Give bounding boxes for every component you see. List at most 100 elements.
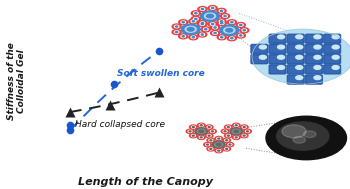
Circle shape	[293, 136, 306, 143]
Circle shape	[189, 134, 197, 138]
Circle shape	[278, 66, 285, 69]
Circle shape	[209, 148, 213, 150]
Circle shape	[235, 125, 237, 126]
Circle shape	[201, 11, 219, 21]
Circle shape	[200, 8, 205, 10]
Circle shape	[189, 19, 198, 24]
Circle shape	[205, 125, 213, 129]
Circle shape	[220, 23, 223, 24]
Circle shape	[219, 36, 224, 39]
Circle shape	[199, 124, 203, 126]
Circle shape	[189, 35, 198, 40]
Circle shape	[332, 45, 339, 49]
Circle shape	[198, 7, 207, 12]
Circle shape	[220, 14, 230, 19]
Circle shape	[220, 10, 223, 12]
FancyBboxPatch shape	[306, 44, 322, 53]
Circle shape	[175, 31, 178, 33]
Circle shape	[240, 134, 248, 138]
Circle shape	[314, 35, 321, 39]
Circle shape	[246, 130, 250, 132]
FancyBboxPatch shape	[306, 65, 322, 74]
Circle shape	[296, 55, 303, 59]
Text: Soft swollen core: Soft swollen core	[117, 69, 205, 78]
Text: Stiffness of the
Colloidal Gel: Stiffness of the Colloidal Gel	[7, 42, 27, 120]
Circle shape	[278, 45, 285, 49]
Circle shape	[195, 18, 197, 19]
Circle shape	[218, 150, 220, 151]
Circle shape	[278, 55, 285, 59]
Circle shape	[214, 32, 216, 34]
Circle shape	[218, 138, 220, 139]
FancyBboxPatch shape	[324, 34, 341, 43]
Circle shape	[238, 34, 243, 37]
Circle shape	[234, 130, 238, 132]
Circle shape	[259, 55, 266, 59]
Circle shape	[212, 141, 225, 148]
Circle shape	[217, 19, 226, 24]
Circle shape	[188, 130, 192, 132]
Circle shape	[224, 15, 226, 17]
Circle shape	[234, 124, 238, 126]
Circle shape	[199, 136, 203, 138]
Circle shape	[231, 22, 233, 23]
Circle shape	[228, 135, 229, 136]
Circle shape	[332, 55, 339, 59]
Circle shape	[242, 126, 246, 128]
Circle shape	[198, 22, 207, 26]
Circle shape	[195, 13, 197, 14]
Circle shape	[210, 130, 214, 132]
Text: Hard collapsed core: Hard collapsed core	[75, 120, 165, 129]
Circle shape	[259, 45, 266, 49]
Circle shape	[209, 129, 216, 133]
FancyBboxPatch shape	[306, 75, 322, 84]
Circle shape	[207, 138, 215, 142]
Circle shape	[225, 139, 229, 141]
Circle shape	[210, 7, 215, 9]
Circle shape	[182, 22, 184, 23]
Circle shape	[211, 31, 220, 36]
Circle shape	[208, 22, 217, 26]
Circle shape	[231, 38, 233, 39]
FancyBboxPatch shape	[287, 75, 304, 84]
Circle shape	[191, 11, 201, 16]
Circle shape	[205, 134, 213, 138]
Circle shape	[221, 129, 229, 133]
Circle shape	[227, 36, 236, 41]
Circle shape	[276, 122, 329, 150]
FancyBboxPatch shape	[324, 55, 341, 64]
Circle shape	[204, 143, 211, 147]
Circle shape	[228, 144, 232, 146]
Circle shape	[194, 12, 198, 15]
FancyBboxPatch shape	[269, 65, 286, 74]
Circle shape	[211, 25, 220, 30]
Circle shape	[200, 23, 204, 25]
Circle shape	[244, 129, 251, 133]
Circle shape	[182, 36, 184, 37]
Circle shape	[210, 140, 212, 141]
Circle shape	[226, 140, 228, 141]
Circle shape	[243, 135, 245, 136]
Circle shape	[232, 123, 240, 127]
Circle shape	[201, 34, 203, 35]
Circle shape	[195, 128, 208, 135]
Circle shape	[303, 131, 316, 138]
Circle shape	[246, 131, 248, 132]
Circle shape	[314, 45, 321, 49]
FancyBboxPatch shape	[287, 65, 304, 74]
Circle shape	[240, 28, 249, 33]
FancyBboxPatch shape	[269, 55, 286, 64]
Circle shape	[197, 129, 205, 134]
Circle shape	[228, 127, 229, 128]
Circle shape	[215, 142, 223, 147]
Circle shape	[200, 137, 202, 138]
FancyBboxPatch shape	[324, 44, 341, 53]
Circle shape	[223, 138, 231, 142]
Circle shape	[208, 127, 210, 128]
Circle shape	[223, 15, 228, 17]
Circle shape	[224, 125, 232, 129]
Circle shape	[191, 16, 201, 21]
Circle shape	[186, 129, 194, 133]
Circle shape	[235, 137, 237, 138]
Circle shape	[181, 21, 186, 23]
